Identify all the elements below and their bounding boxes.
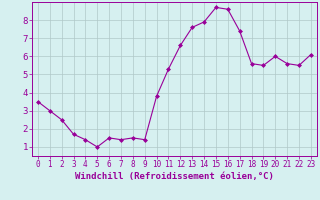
X-axis label: Windchill (Refroidissement éolien,°C): Windchill (Refroidissement éolien,°C) [75,172,274,181]
